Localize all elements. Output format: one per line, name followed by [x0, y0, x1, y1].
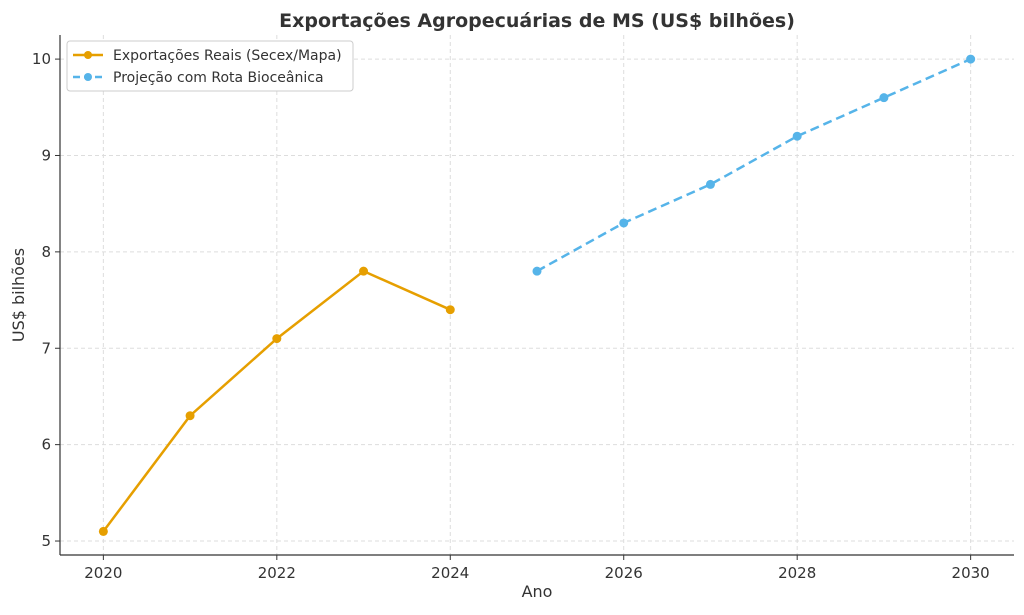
data-point	[445, 305, 455, 315]
x-tick-label: 2020	[84, 564, 122, 582]
data-point	[879, 93, 889, 103]
legend-label-real: Exportações Reais (Secex/Mapa)	[113, 48, 342, 64]
axes	[59, 35, 1014, 556]
data-point	[792, 131, 802, 141]
series-group	[98, 54, 976, 536]
y-tick-label: 7	[41, 339, 51, 357]
series-line-projection	[536, 57, 972, 273]
legend-marker-real	[84, 51, 92, 59]
data-point	[966, 54, 976, 64]
data-point	[98, 526, 108, 536]
x-tick-label: 2030	[952, 564, 990, 582]
y-tick-label: 5	[41, 532, 51, 550]
data-point	[272, 334, 282, 344]
x-tick-label: 2024	[431, 564, 469, 582]
ticks: 2020 2022 2024 2026 2028 2030 5 6 7 8 9 10	[32, 50, 990, 582]
x-axis-label: Ano	[522, 582, 553, 601]
data-point	[359, 266, 369, 276]
x-tick-label: 2022	[258, 564, 296, 582]
legend-marker-projection	[84, 73, 92, 81]
legend: Exportações Reais (Secex/Mapa) Projeção …	[66, 40, 354, 92]
data-point	[185, 411, 195, 421]
data-point	[619, 218, 629, 228]
y-tick-label: 8	[41, 243, 51, 261]
data-point	[532, 266, 542, 276]
chart-title: Exportações Agropecuárias de MS (US$ bil…	[279, 10, 795, 32]
x-tick-label: 2028	[778, 564, 816, 582]
legend-label-projection: Projeção com Rota Bioceânica	[113, 70, 324, 86]
grid	[60, 35, 1014, 555]
x-tick-label: 2026	[605, 564, 643, 582]
y-axis-label: US$ bilhões	[9, 248, 28, 342]
y-tick-label: 10	[32, 50, 51, 68]
y-tick-label: 9	[41, 146, 51, 164]
y-tick-label: 6	[41, 436, 51, 454]
data-point	[705, 179, 715, 189]
